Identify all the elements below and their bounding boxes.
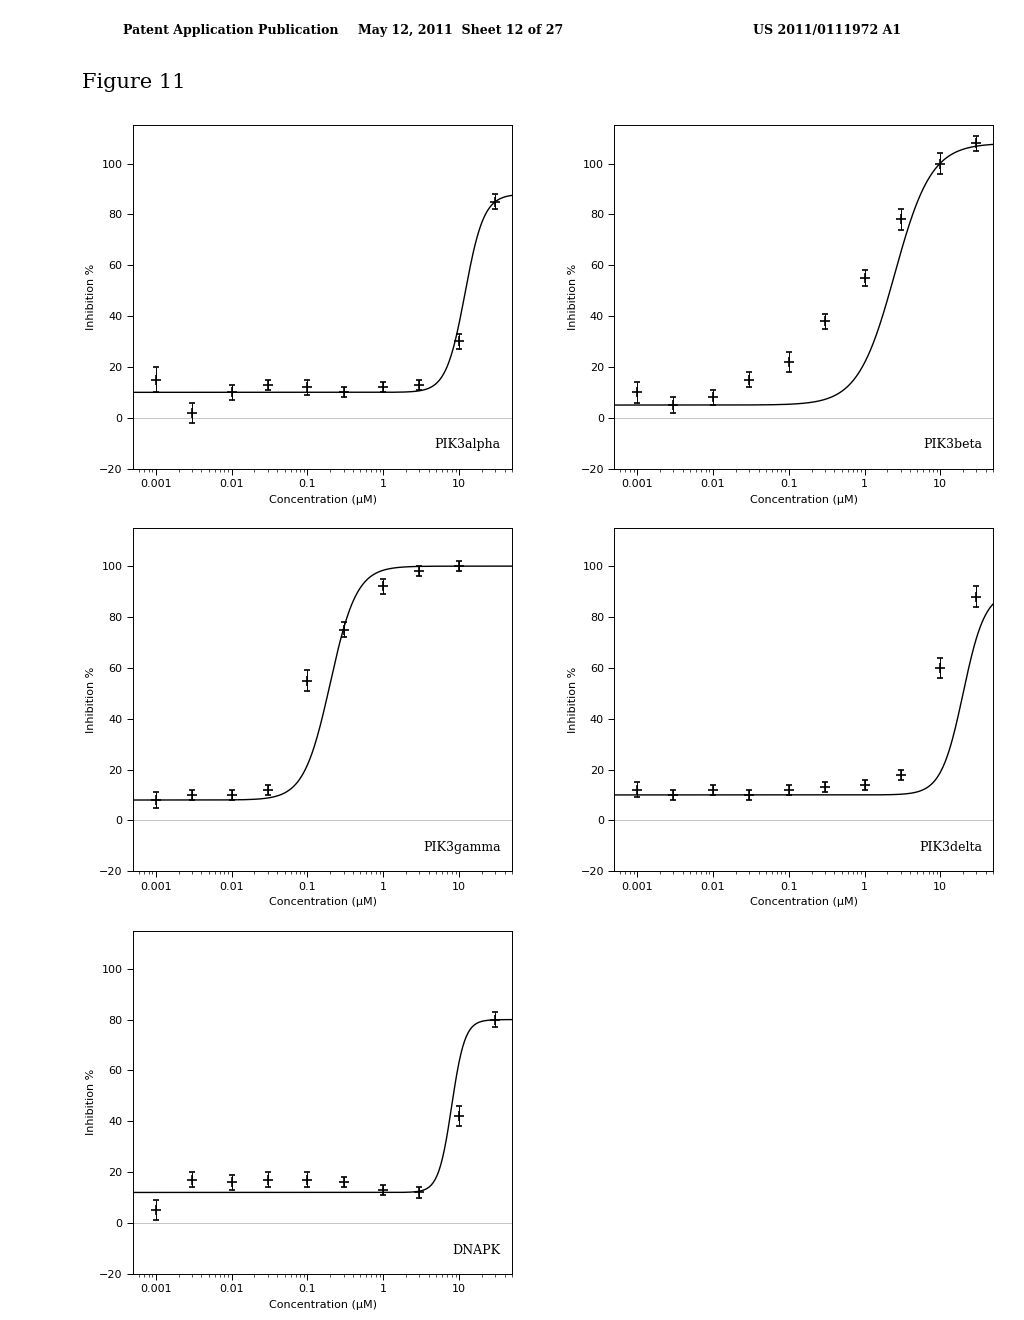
Text: Patent Application Publication: Patent Application Publication (123, 24, 338, 37)
Text: PIK3alpha: PIK3alpha (434, 438, 501, 451)
X-axis label: Concentration (μM): Concentration (μM) (750, 898, 858, 907)
Text: May 12, 2011  Sheet 12 of 27: May 12, 2011 Sheet 12 of 27 (358, 24, 563, 37)
X-axis label: Concentration (μM): Concentration (μM) (268, 495, 377, 504)
Text: PIK3delta: PIK3delta (919, 841, 982, 854)
Text: DNAPK: DNAPK (453, 1243, 501, 1257)
X-axis label: Concentration (μM): Concentration (μM) (750, 495, 858, 504)
Y-axis label: Inhibition %: Inhibition % (86, 264, 96, 330)
Y-axis label: Inhibition %: Inhibition % (86, 1069, 96, 1135)
Text: PIK3beta: PIK3beta (923, 438, 982, 451)
Text: PIK3gamma: PIK3gamma (423, 841, 501, 854)
Y-axis label: Inhibition %: Inhibition % (567, 667, 578, 733)
Text: US 2011/0111972 A1: US 2011/0111972 A1 (753, 24, 901, 37)
Text: Figure 11: Figure 11 (82, 73, 185, 91)
X-axis label: Concentration (μM): Concentration (μM) (268, 898, 377, 907)
Y-axis label: Inhibition %: Inhibition % (86, 667, 96, 733)
X-axis label: Concentration (μM): Concentration (μM) (268, 1300, 377, 1309)
Y-axis label: Inhibition %: Inhibition % (567, 264, 578, 330)
